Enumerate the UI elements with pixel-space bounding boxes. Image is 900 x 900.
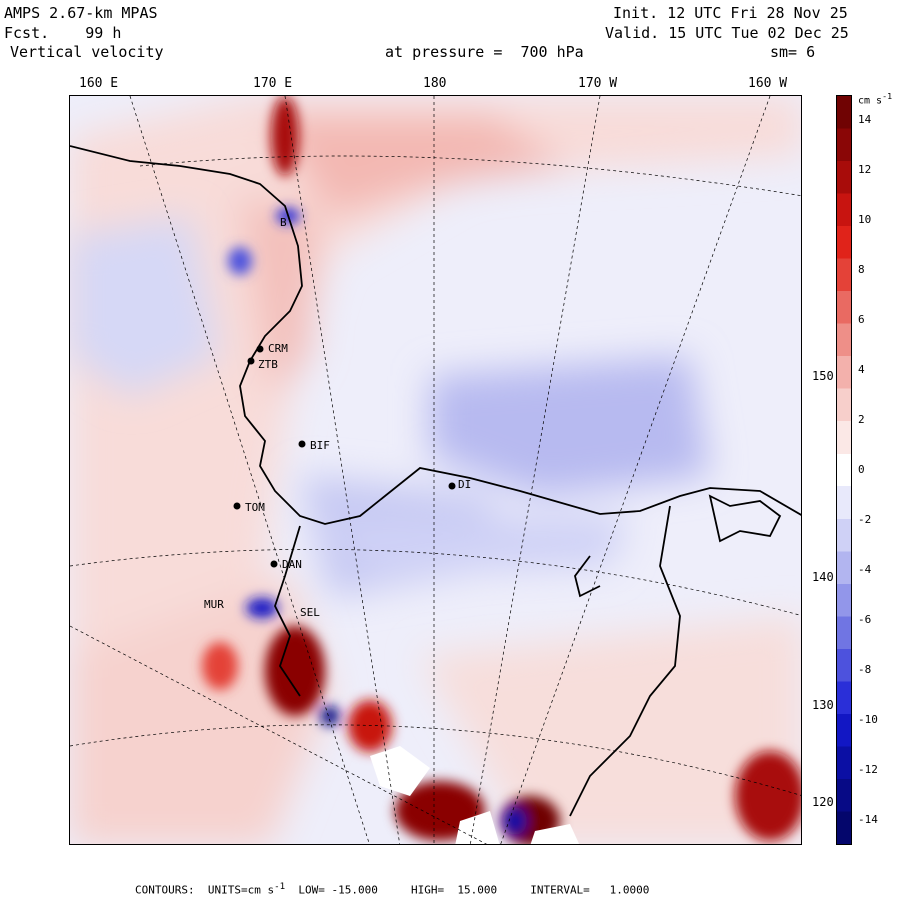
- station-label-tom: TOM: [245, 501, 265, 514]
- pressure-level: at pressure = 700 hPa: [385, 43, 584, 61]
- latitude-circle-2: [70, 724, 801, 796]
- colorbar-units: cm s-1: [858, 91, 892, 106]
- valid-time: Valid. 15 UTC Tue 02 Dec 25: [605, 24, 849, 42]
- colorbar-tick-label: 2: [858, 413, 865, 426]
- station-dot-crm: [256, 345, 264, 353]
- colorbar-tick-label: 12: [858, 163, 872, 176]
- colorbar-tick-label: -4: [858, 563, 872, 576]
- station-label-bif: BIF: [310, 439, 330, 452]
- footer-high: HIGH= 15.000: [410, 883, 498, 897]
- smoothing: sm= 6: [770, 43, 816, 61]
- lon-label-180: 180: [423, 76, 447, 91]
- colorbar-tick-label: 6: [858, 313, 865, 326]
- colorbar-tick-label: 0: [858, 463, 865, 476]
- missing-data-areas: [370, 746, 580, 844]
- station-dot-bif: [298, 440, 306, 448]
- footer-units: UNITS=cm s: [207, 883, 275, 897]
- forecast-hour: Fcst. 99 h: [4, 24, 121, 42]
- station-label-dan: DAN: [282, 558, 302, 571]
- station-label-crm: CRM: [268, 342, 288, 355]
- footer-units-exp: -1: [274, 881, 286, 892]
- lon-label-160w: 160 W: [748, 76, 788, 91]
- positive-velocity-regions: [70, 96, 801, 844]
- map-panel: CRM ZTB BIF TOM DAN SEL MUR B DI: [69, 95, 802, 845]
- colorbar-tick-label: 14: [858, 113, 872, 126]
- latitude-circle-3: [139, 155, 801, 197]
- station-dot-dan: [270, 560, 278, 568]
- model-title: AMPS 2.67-km MPAS: [4, 4, 158, 22]
- lon-label-160e: 160 E: [79, 76, 119, 91]
- roosevelt-island: [574, 555, 601, 598]
- latitude-circle-1: [70, 549, 801, 616]
- transantarctic-coast: [274, 525, 301, 697]
- meridian-160w: [500, 96, 771, 844]
- station-labels: CRM ZTB BIF TOM DAN SEL MUR B DI: [204, 216, 471, 619]
- init-time: Init. 12 UTC Fri 28 Nov 25: [613, 4, 848, 22]
- station-markers: [233, 345, 456, 568]
- station-label-di: DI: [458, 478, 471, 491]
- colorbar-tick-label: -2: [858, 513, 872, 526]
- lon-label-170e: 170 E: [253, 76, 293, 91]
- forecast-label: Fcst.: [4, 24, 50, 42]
- forecast-value: 99 h: [85, 24, 122, 42]
- station-dot-tom: [233, 502, 241, 510]
- footer-interval: INTERVAL= 1.0000: [530, 883, 650, 897]
- marie-byrd-coast: [569, 505, 681, 817]
- coastline: [70, 145, 801, 817]
- colorbar-tick-label: -8: [858, 663, 872, 676]
- station-dot-di: [448, 482, 456, 490]
- colorbar-tick-label: -10: [858, 713, 878, 726]
- station-label-mur: MUR: [204, 598, 224, 611]
- meridian-170w: [469, 96, 601, 844]
- meridian-150e: [70, 625, 487, 844]
- colorbar: [836, 95, 852, 845]
- station-dot-ztb: [247, 357, 255, 365]
- coast-island-east: [708, 494, 782, 543]
- station-label-ztb: ZTB: [258, 358, 278, 371]
- meridian-170e: [284, 96, 401, 844]
- station-label-b: B: [280, 216, 287, 229]
- colorbar-tick-label: -6: [858, 613, 872, 626]
- colorbar-tick-label: -12: [858, 763, 878, 776]
- station-label-sel: SEL: [300, 606, 320, 619]
- vertical-velocity-map: CRM ZTB BIF TOM DAN SEL MUR B DI: [70, 96, 801, 844]
- footer-low: LOW= -15.000: [298, 883, 378, 897]
- colorbar-units-exp: -1: [882, 91, 893, 101]
- ross-ice-shelf-front: [70, 145, 801, 525]
- lon-label-170w: 170 W: [578, 76, 618, 91]
- colorbar-tick-label: -14: [858, 813, 878, 826]
- colorbar-tick-label: 8: [858, 263, 865, 276]
- colorbar-tick-label: 4: [858, 363, 865, 376]
- negative-velocity-regions: [70, 216, 710, 596]
- colorbar-tick-label: 10: [858, 213, 872, 226]
- field-name: Vertical velocity: [10, 43, 164, 61]
- footer-contours: CONTOURS:: [135, 883, 195, 897]
- contour-footer: CONTOURS: UNITS=cm s-1 LOW= -15.000 HIGH…: [135, 881, 649, 897]
- meridian-160e: [129, 96, 370, 844]
- colorbar-units-text: cm s: [858, 95, 883, 107]
